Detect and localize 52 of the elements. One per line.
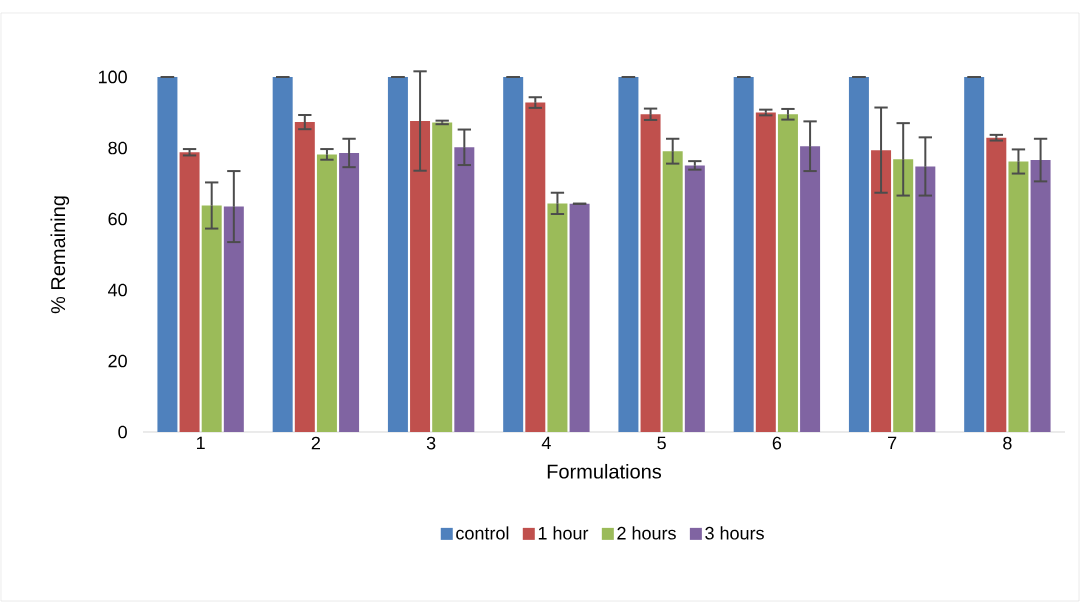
bar [618, 77, 639, 432]
bar [525, 102, 546, 432]
bar [569, 203, 590, 432]
x-tick-label: 4 [541, 436, 551, 450]
legend-label: 2 hours [617, 526, 676, 540]
bar [547, 203, 568, 432]
x-tick-label: 8 [1003, 436, 1012, 450]
bar [1008, 161, 1029, 432]
bar [640, 114, 661, 432]
bar [684, 165, 705, 432]
bar [1030, 160, 1051, 432]
x-tick-label: 6 [772, 436, 782, 450]
x-tick-label: 5 [657, 436, 666, 450]
bar [201, 205, 222, 432]
bar [986, 137, 1007, 432]
bar [272, 77, 293, 432]
bar [777, 114, 798, 432]
bar [871, 150, 892, 432]
x-tick-label: 2 [311, 436, 320, 450]
y-axis-title: % Remaining [50, 196, 70, 314]
bar [387, 77, 408, 432]
x-axis-title: Formulations [547, 463, 662, 479]
x-tick-label: 1 [197, 436, 205, 450]
bar [755, 112, 776, 432]
bar [339, 152, 360, 432]
bar [964, 77, 985, 432]
y-tick-label: 0 [118, 425, 127, 439]
bar [800, 146, 821, 432]
y-tick-label: 60 [108, 212, 127, 226]
x-tick-label: 7 [888, 436, 897, 450]
legend-label: 1 hour [538, 526, 589, 540]
bar [454, 147, 475, 432]
bar [848, 77, 869, 432]
bar [432, 122, 453, 432]
bar [733, 77, 754, 432]
bar [662, 151, 683, 432]
bar [179, 152, 200, 432]
legend-label: 3 hours [705, 526, 764, 540]
y-tick-label: 100 [98, 70, 127, 84]
y-tick-label: 80 [108, 141, 127, 155]
bar [157, 77, 178, 432]
bar [410, 121, 431, 432]
bar [915, 166, 936, 432]
bar [316, 154, 337, 432]
bar [294, 122, 315, 432]
y-tick-label: 20 [108, 354, 127, 368]
x-tick-label: 3 [426, 436, 436, 450]
y-tick-label: 40 [108, 283, 127, 297]
bar [503, 77, 524, 432]
legend-label: control [456, 526, 509, 540]
bar [893, 159, 914, 432]
bar [223, 206, 244, 432]
